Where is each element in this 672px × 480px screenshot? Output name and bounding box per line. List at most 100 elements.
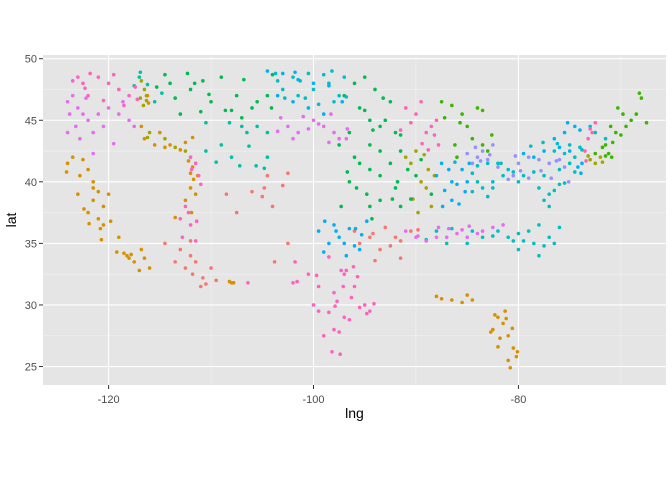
data-point bbox=[526, 155, 531, 160]
data-point bbox=[434, 235, 439, 240]
data-point bbox=[139, 124, 144, 129]
data-point bbox=[541, 140, 545, 145]
data-point bbox=[142, 87, 147, 92]
y-tick-label: 50 bbox=[25, 54, 37, 66]
data-point bbox=[293, 260, 297, 264]
data-point bbox=[242, 77, 246, 82]
data-point bbox=[373, 87, 377, 92]
data-point bbox=[383, 118, 388, 123]
data-point bbox=[487, 152, 492, 157]
data-point bbox=[275, 93, 280, 98]
data-point bbox=[91, 186, 96, 190]
data-point bbox=[378, 149, 382, 153]
data-point bbox=[342, 241, 347, 246]
data-point bbox=[511, 173, 516, 178]
data-point bbox=[526, 229, 531, 233]
data-point bbox=[188, 171, 193, 176]
data-point bbox=[65, 161, 70, 166]
data-point bbox=[96, 75, 101, 79]
data-point bbox=[191, 177, 196, 182]
data-point bbox=[291, 75, 295, 79]
data-point bbox=[337, 136, 341, 141]
data-point bbox=[314, 273, 319, 278]
data-point bbox=[78, 173, 82, 178]
data-point bbox=[255, 99, 259, 104]
data-point bbox=[624, 124, 628, 129]
data-point bbox=[193, 260, 198, 264]
data-point bbox=[501, 173, 505, 178]
data-point bbox=[537, 157, 541, 162]
data-point bbox=[496, 161, 500, 166]
data-point bbox=[188, 87, 193, 92]
data-point bbox=[84, 96, 88, 100]
data-point bbox=[606, 151, 611, 156]
data-point bbox=[532, 155, 536, 160]
data-point bbox=[154, 85, 159, 89]
data-point bbox=[280, 71, 285, 76]
data-point bbox=[537, 253, 541, 258]
data-point bbox=[409, 229, 413, 233]
data-point bbox=[450, 180, 454, 184]
data-point bbox=[588, 124, 592, 129]
data-point bbox=[152, 99, 157, 104]
data-point bbox=[291, 136, 295, 141]
data-point bbox=[584, 159, 588, 163]
data-point bbox=[368, 143, 372, 147]
data-point bbox=[183, 266, 188, 270]
data-point bbox=[168, 143, 172, 147]
data-point bbox=[87, 221, 91, 226]
data-point bbox=[450, 103, 454, 108]
data-point bbox=[132, 260, 136, 264]
data-point bbox=[204, 282, 208, 286]
data-point bbox=[458, 120, 462, 125]
data-point bbox=[398, 204, 403, 209]
data-point bbox=[127, 118, 131, 123]
data-point bbox=[280, 87, 285, 92]
data-point bbox=[114, 250, 119, 254]
data-point bbox=[280, 183, 285, 188]
data-point bbox=[499, 161, 503, 166]
data-point bbox=[98, 226, 103, 231]
data-point bbox=[135, 97, 140, 102]
data-point bbox=[460, 112, 464, 116]
data-point bbox=[547, 192, 551, 196]
data-point bbox=[480, 108, 485, 113]
plot-panel bbox=[43, 55, 666, 385]
data-point bbox=[337, 143, 341, 147]
data-point bbox=[490, 133, 494, 137]
data-point bbox=[163, 136, 167, 141]
data-point bbox=[364, 192, 369, 196]
data-point bbox=[552, 188, 557, 193]
data-point bbox=[260, 194, 265, 199]
data-point bbox=[368, 235, 372, 240]
data-point bbox=[311, 303, 316, 307]
y-tick-label: 30 bbox=[25, 300, 37, 312]
data-point bbox=[513, 154, 518, 158]
data-point bbox=[444, 235, 449, 240]
y-tick-label: 35 bbox=[25, 238, 37, 250]
data-point bbox=[316, 284, 321, 289]
data-point bbox=[269, 106, 274, 110]
data-point bbox=[275, 129, 280, 134]
major-gridlines bbox=[43, 55, 666, 385]
data-point bbox=[86, 210, 90, 215]
data-point bbox=[111, 141, 116, 146]
data-point bbox=[198, 109, 203, 114]
data-point bbox=[247, 144, 251, 148]
data-point bbox=[480, 229, 485, 233]
data-point bbox=[291, 99, 295, 104]
data-point bbox=[485, 194, 490, 199]
data-point bbox=[270, 204, 275, 209]
data-point bbox=[173, 260, 177, 264]
data-point bbox=[337, 235, 341, 240]
data-point bbox=[419, 157, 423, 162]
data-point bbox=[332, 290, 336, 295]
data-point bbox=[634, 112, 639, 116]
data-point bbox=[106, 106, 111, 110]
data-point bbox=[491, 225, 495, 230]
data-point bbox=[82, 207, 86, 211]
data-point bbox=[293, 70, 297, 75]
data-point bbox=[352, 81, 357, 86]
data-point bbox=[403, 106, 408, 110]
data-point bbox=[562, 130, 567, 135]
